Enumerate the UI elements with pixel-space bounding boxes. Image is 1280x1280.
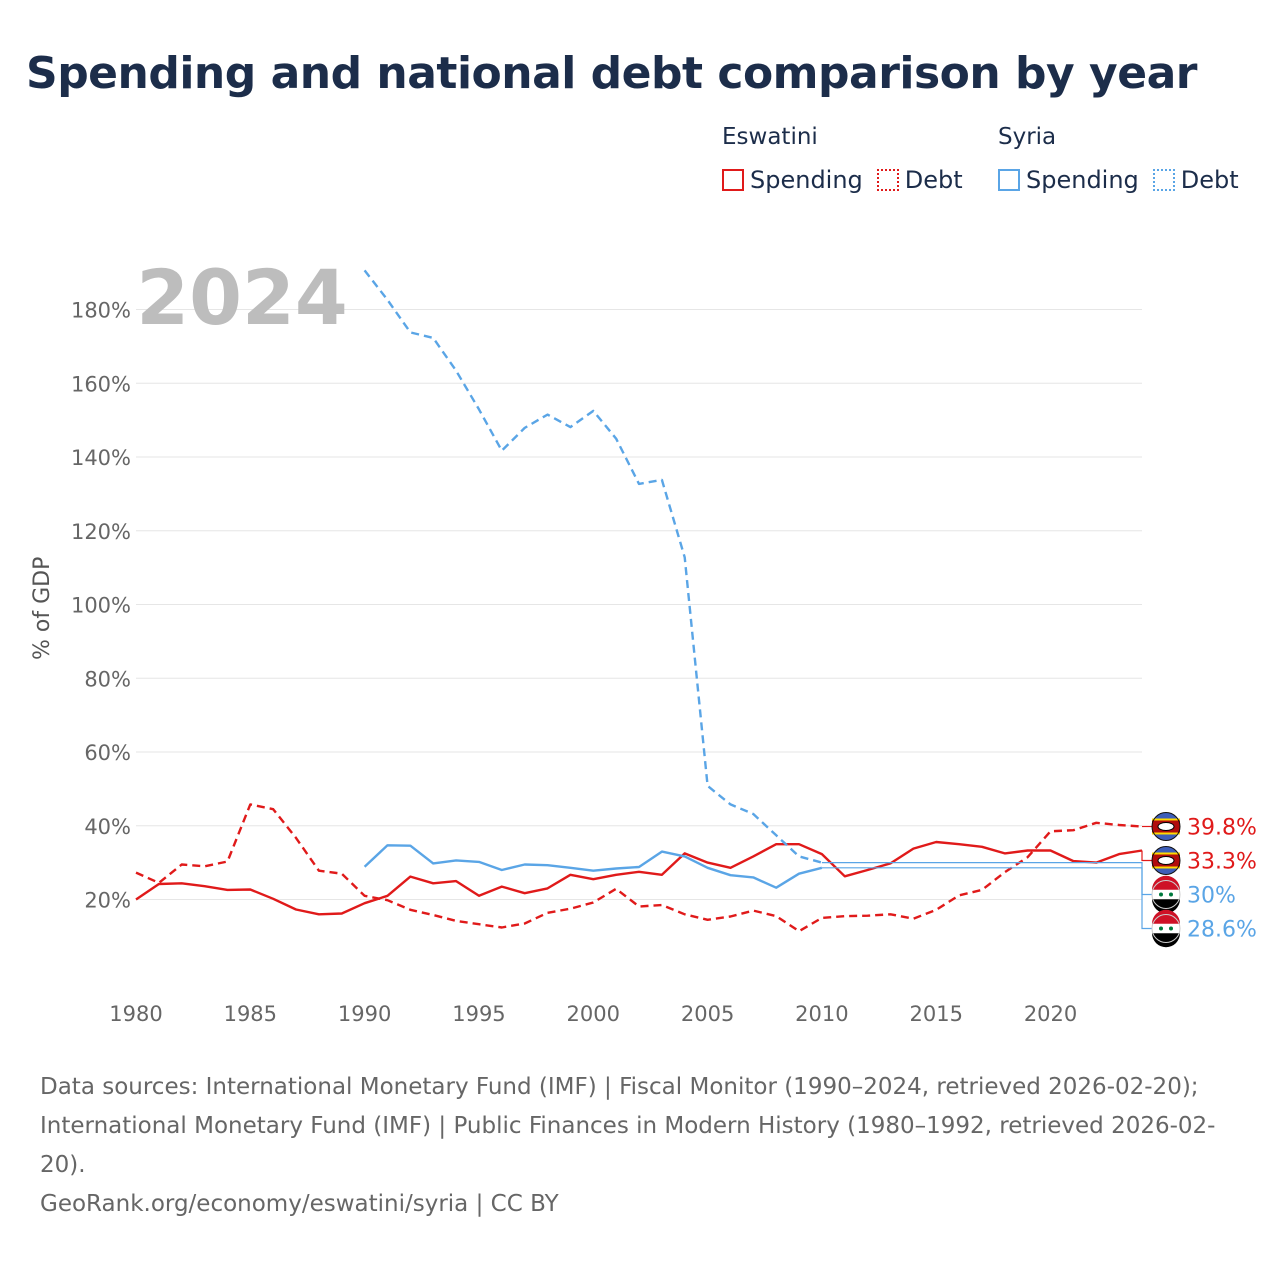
x-tick-label: 1985 <box>224 1002 277 1026</box>
footer: Data sources: International Monetary Fun… <box>40 1068 1240 1224</box>
legend-label: Debt <box>1180 166 1239 194</box>
series-eswatini-spending-line <box>135 840 1143 916</box>
legend-syria-spending[interactable]: Spending <box>998 166 1139 194</box>
series-lines <box>135 269 1143 933</box>
credit-link[interactable]: GeoRank.org/economy/eswatini/syria | CC … <box>40 1191 559 1217</box>
x-tick-label: 1990 <box>338 1002 391 1026</box>
x-tick-label: 1995 <box>452 1002 505 1026</box>
y-tick-label: 20% <box>84 889 131 913</box>
x-axis-ticks: 1980 1985 1990 1995 2000 2005 2010 2015 2020 <box>109 1002 1077 1026</box>
y-tick-label: 140% <box>71 446 131 470</box>
end-value-label: 33.3% <box>1187 849 1257 874</box>
y-tick-label: 60% <box>84 741 131 765</box>
x-tick-label: 2010 <box>795 1002 848 1026</box>
series-syria-debt-line <box>363 269 823 864</box>
gridlines <box>136 309 1142 900</box>
legend-syria-debt[interactable]: Debt <box>1152 166 1239 194</box>
chart-title: Spending and national debt comparison by… <box>26 48 1197 99</box>
y-axis-label: % of GDP <box>30 556 55 660</box>
legend-label: Spending <box>1026 166 1139 194</box>
legend-label: Spending <box>750 166 863 194</box>
legend-group-syria: Syria Spending Debt <box>998 124 1253 194</box>
x-tick-label: 2005 <box>681 1002 734 1026</box>
series-syria-spending-line <box>363 844 823 889</box>
dotted-line-swatch-icon <box>876 169 899 191</box>
data-sources: Data sources: International Monetary Fun… <box>40 1074 1216 1178</box>
end-label-connector <box>1141 850 1152 862</box>
end-value-label: 28.6% <box>1187 917 1257 942</box>
eswatini-flag-icon <box>1151 811 1181 841</box>
legend-eswatini-debt[interactable]: Debt <box>876 166 963 194</box>
syria-flag-icon <box>1151 875 1181 914</box>
dotted-line-swatch-icon <box>1152 169 1175 191</box>
end-value-label: 39.8% <box>1187 815 1257 840</box>
y-tick-label: 120% <box>71 520 131 544</box>
x-tick-label: 2000 <box>567 1002 620 1026</box>
legend-label: Debt <box>904 166 963 194</box>
end-label-connector <box>821 867 1152 930</box>
legend-eswatini-spending[interactable]: Spending <box>722 166 863 194</box>
y-tick-label: 40% <box>84 815 131 839</box>
end-value-label: 30% <box>1187 883 1236 908</box>
syria-flag-icon <box>1151 909 1181 948</box>
solid-line-swatch-icon <box>722 169 744 191</box>
y-tick-label: 80% <box>84 667 131 691</box>
y-tick-label: 160% <box>71 372 131 396</box>
solid-line-swatch-icon <box>998 169 1020 191</box>
eswatini-flag-icon <box>1151 845 1181 875</box>
y-tick-label: 180% <box>71 299 131 323</box>
series-eswatini-debt-line <box>135 803 1143 933</box>
y-tick-label: 100% <box>71 594 131 618</box>
year-label: 2024 <box>136 253 348 342</box>
x-tick-label: 2015 <box>910 1002 963 1026</box>
end-labels: 39.8% 33.3% 30% 28.6% <box>821 811 1257 948</box>
line-chart: 20%40%60%80%100%120%140%160%180% 1980 198… <box>71 253 1257 1026</box>
x-tick-label: 1980 <box>109 1002 162 1026</box>
legend-group-eswatini: Eswatini Spending Debt <box>722 124 977 194</box>
legend-group-name: Syria <box>998 124 1057 150</box>
y-axis-ticks: 20% 40% 60% 80% 100% 120% 140% 160% 180% <box>71 299 131 913</box>
legend-group-name: Eswatini <box>722 124 818 150</box>
x-tick-label: 2020 <box>1024 1002 1077 1026</box>
